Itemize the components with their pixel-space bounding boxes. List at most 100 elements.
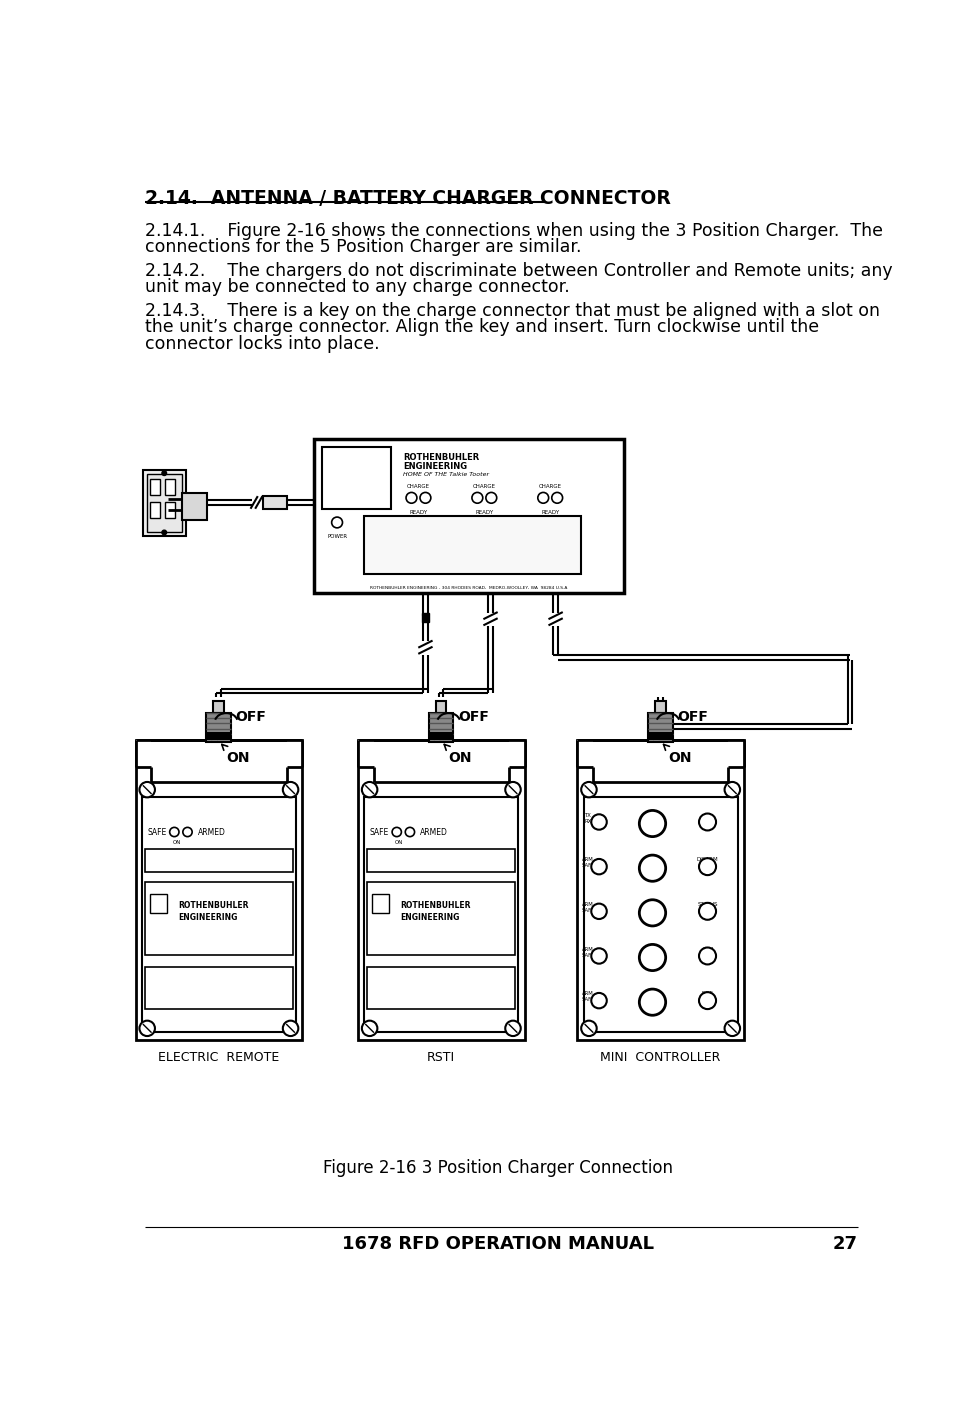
- Text: ARM
SAFE: ARM SAFE: [582, 857, 595, 869]
- Text: ON: ON: [668, 751, 692, 766]
- Text: ROTHENBUHLER: ROTHENBUHLER: [401, 901, 471, 910]
- Text: 2: 2: [650, 900, 655, 906]
- Bar: [150, 502, 160, 518]
- Text: 2.14.2.    The chargers do not discriminate between Controller and Remote units;: 2.14.2. The chargers do not discriminate…: [145, 262, 892, 280]
- Bar: [165, 480, 175, 495]
- Bar: [321, 447, 391, 508]
- Text: OFF: OFF: [235, 710, 267, 724]
- Bar: [213, 700, 224, 713]
- Bar: [428, 732, 453, 740]
- Circle shape: [592, 859, 607, 874]
- Bar: [142, 797, 296, 1032]
- Text: 3: 3: [650, 944, 655, 951]
- Text: ON: ON: [449, 751, 472, 766]
- Text: RSTI: RSTI: [427, 1051, 455, 1064]
- Text: 1: 1: [650, 855, 655, 862]
- Circle shape: [183, 828, 192, 836]
- Bar: [364, 516, 581, 574]
- Text: OFF: OFF: [458, 710, 488, 724]
- Bar: [584, 797, 738, 1032]
- Text: Figure 2-16 3 Position Charger Connection: Figure 2-16 3 Position Charger Connectio…: [323, 1159, 673, 1177]
- Text: OFF: OFF: [646, 811, 659, 816]
- Bar: [358, 740, 524, 1040]
- Circle shape: [639, 989, 666, 1015]
- Bar: [314, 439, 624, 593]
- Bar: [509, 740, 524, 767]
- Text: the unit’s charge connector. Align the key and insert. Turn clockwise until the: the unit’s charge connector. Align the k…: [145, 318, 819, 337]
- Text: ARM: ARM: [702, 947, 713, 952]
- Bar: [150, 480, 160, 495]
- Circle shape: [699, 903, 716, 920]
- Circle shape: [639, 811, 666, 836]
- Text: READY: READY: [541, 511, 559, 515]
- Bar: [145, 849, 293, 872]
- Circle shape: [505, 1020, 521, 1036]
- Circle shape: [283, 1020, 299, 1036]
- Bar: [165, 502, 175, 518]
- Circle shape: [139, 1020, 155, 1036]
- Bar: [206, 732, 231, 740]
- Circle shape: [592, 814, 607, 829]
- Text: CHARGE: CHARGE: [407, 484, 430, 490]
- Bar: [729, 740, 744, 767]
- Bar: [358, 740, 374, 767]
- Circle shape: [162, 471, 166, 475]
- Text: ENGINEERING: ENGINEERING: [178, 913, 237, 921]
- Bar: [135, 740, 151, 767]
- Text: ON: ON: [395, 841, 403, 846]
- Text: ENGINEERING: ENGINEERING: [401, 913, 460, 921]
- Circle shape: [592, 993, 607, 1009]
- Circle shape: [169, 828, 179, 836]
- Text: 2.14.  ANTENNA / BATTERY CHARGER CONNECTOR: 2.14. ANTENNA / BATTERY CHARGER CONNECTO…: [145, 190, 670, 208]
- Bar: [367, 966, 516, 1009]
- Text: ARM
SAFE: ARM SAFE: [582, 947, 595, 958]
- Bar: [372, 894, 389, 913]
- Circle shape: [725, 782, 740, 797]
- Text: STATUS: STATUS: [698, 903, 718, 907]
- Text: ARM
SAFE: ARM SAFE: [582, 903, 595, 913]
- Text: 1678 RFD OPERATION MANUAL: 1678 RFD OPERATION MANUAL: [342, 1235, 654, 1252]
- Text: READY: READY: [475, 511, 493, 515]
- Circle shape: [639, 944, 666, 971]
- Bar: [428, 713, 453, 741]
- Bar: [182, 494, 207, 521]
- Text: ARMED: ARMED: [420, 828, 448, 838]
- Circle shape: [162, 531, 166, 535]
- Text: DISARM: DISARM: [697, 857, 718, 862]
- Bar: [287, 740, 303, 767]
- Bar: [150, 894, 166, 913]
- Bar: [135, 740, 303, 1040]
- Bar: [577, 740, 744, 1040]
- Circle shape: [699, 814, 716, 831]
- Text: unit may be connected to any charge connector.: unit may be connected to any charge conn…: [145, 279, 569, 296]
- Circle shape: [283, 782, 299, 797]
- Circle shape: [725, 1020, 740, 1036]
- Text: ON: ON: [172, 841, 181, 846]
- Circle shape: [592, 948, 607, 964]
- Bar: [264, 497, 287, 508]
- Bar: [206, 713, 231, 741]
- Text: MINI  CONTROLLER: MINI CONTROLLER: [600, 1051, 720, 1064]
- Text: ARM
SAFE: ARM SAFE: [582, 992, 595, 1002]
- Bar: [143, 470, 186, 535]
- Bar: [145, 966, 293, 1009]
- Text: OFF: OFF: [677, 710, 708, 724]
- Circle shape: [699, 948, 716, 965]
- Text: ROTHENBUHLER ENGINEERING - 304 RHODIES ROAD,  MEDRO-WOOLLEY, WA  98284 U.S.A: ROTHENBUHLER ENGINEERING - 304 RHODIES R…: [370, 586, 567, 590]
- Text: connections for the 5 Position Charger are similar.: connections for the 5 Position Charger a…: [145, 238, 582, 256]
- Bar: [655, 700, 666, 713]
- Text: 2.14.3.    There is a key on the charge connector that must be aligned with a sl: 2.14.3. There is a key on the charge con…: [145, 303, 880, 320]
- Text: ROTHENBUHLER: ROTHENBUHLER: [178, 901, 249, 910]
- Text: 2.14.1.    Figure 2-16 shows the connections when using the 3 Position Charger. : 2.14.1. Figure 2-16 shows the connection…: [145, 222, 883, 241]
- Circle shape: [362, 1020, 378, 1036]
- Text: ELECTRIC  REMOTE: ELECTRIC REMOTE: [158, 1051, 279, 1064]
- Text: CHARGE: CHARGE: [473, 484, 496, 490]
- Bar: [648, 713, 672, 741]
- Circle shape: [392, 828, 402, 836]
- Text: SAFE: SAFE: [147, 828, 166, 838]
- Circle shape: [699, 857, 716, 874]
- Text: 4: 4: [650, 989, 655, 995]
- Bar: [367, 882, 516, 955]
- Bar: [648, 732, 672, 740]
- Circle shape: [139, 782, 155, 797]
